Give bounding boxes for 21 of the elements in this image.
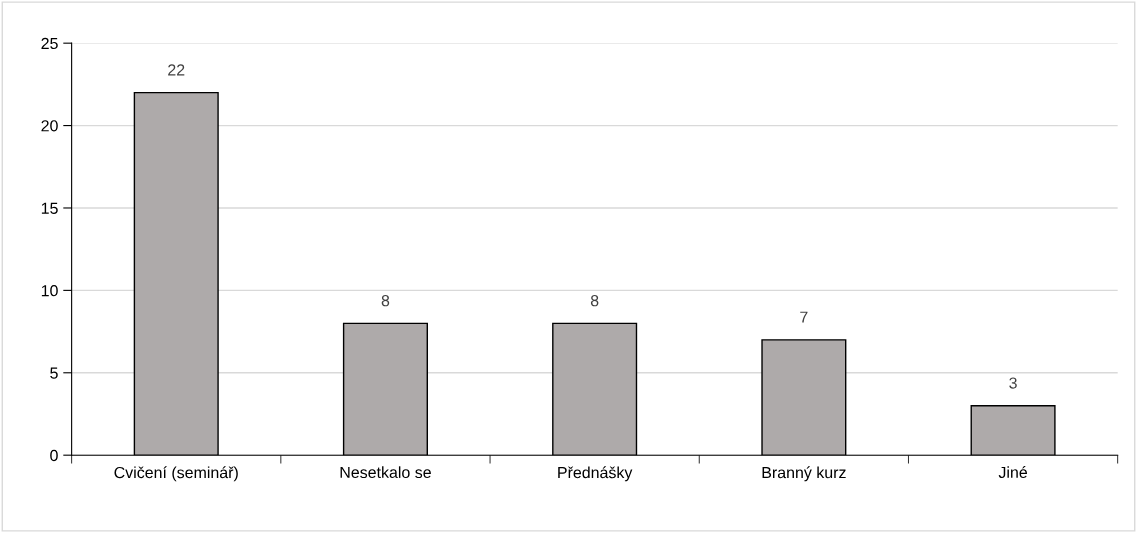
- data-label: 3: [1009, 377, 1017, 389]
- y-tick-label: 15: [41, 202, 58, 214]
- x-tick-label: Branný kurz: [762, 466, 846, 482]
- bar: [342, 322, 428, 456]
- bar: [761, 339, 847, 456]
- x-tick-label: Jiné: [998, 466, 1028, 479]
- x-tick-label: Přednášky: [558, 466, 633, 482]
- y-tick-label: 5: [50, 367, 58, 379]
- y-tick-label: 10: [41, 285, 58, 297]
- data-label: 7: [800, 311, 808, 323]
- y-tick-label: 20: [41, 120, 58, 132]
- y-tick-label: 25: [41, 37, 58, 50]
- bar: [552, 322, 638, 456]
- y-tick-label: 0: [50, 449, 58, 462]
- data-label: 8: [590, 294, 599, 307]
- data-label: 22: [168, 64, 185, 76]
- bar: [970, 405, 1056, 456]
- x-tick-label: Nesetkalo se: [340, 466, 431, 479]
- x-tick-label: Cvičení (seminář): [114, 466, 238, 482]
- bar: [133, 91, 219, 456]
- data-label: 8: [381, 294, 390, 307]
